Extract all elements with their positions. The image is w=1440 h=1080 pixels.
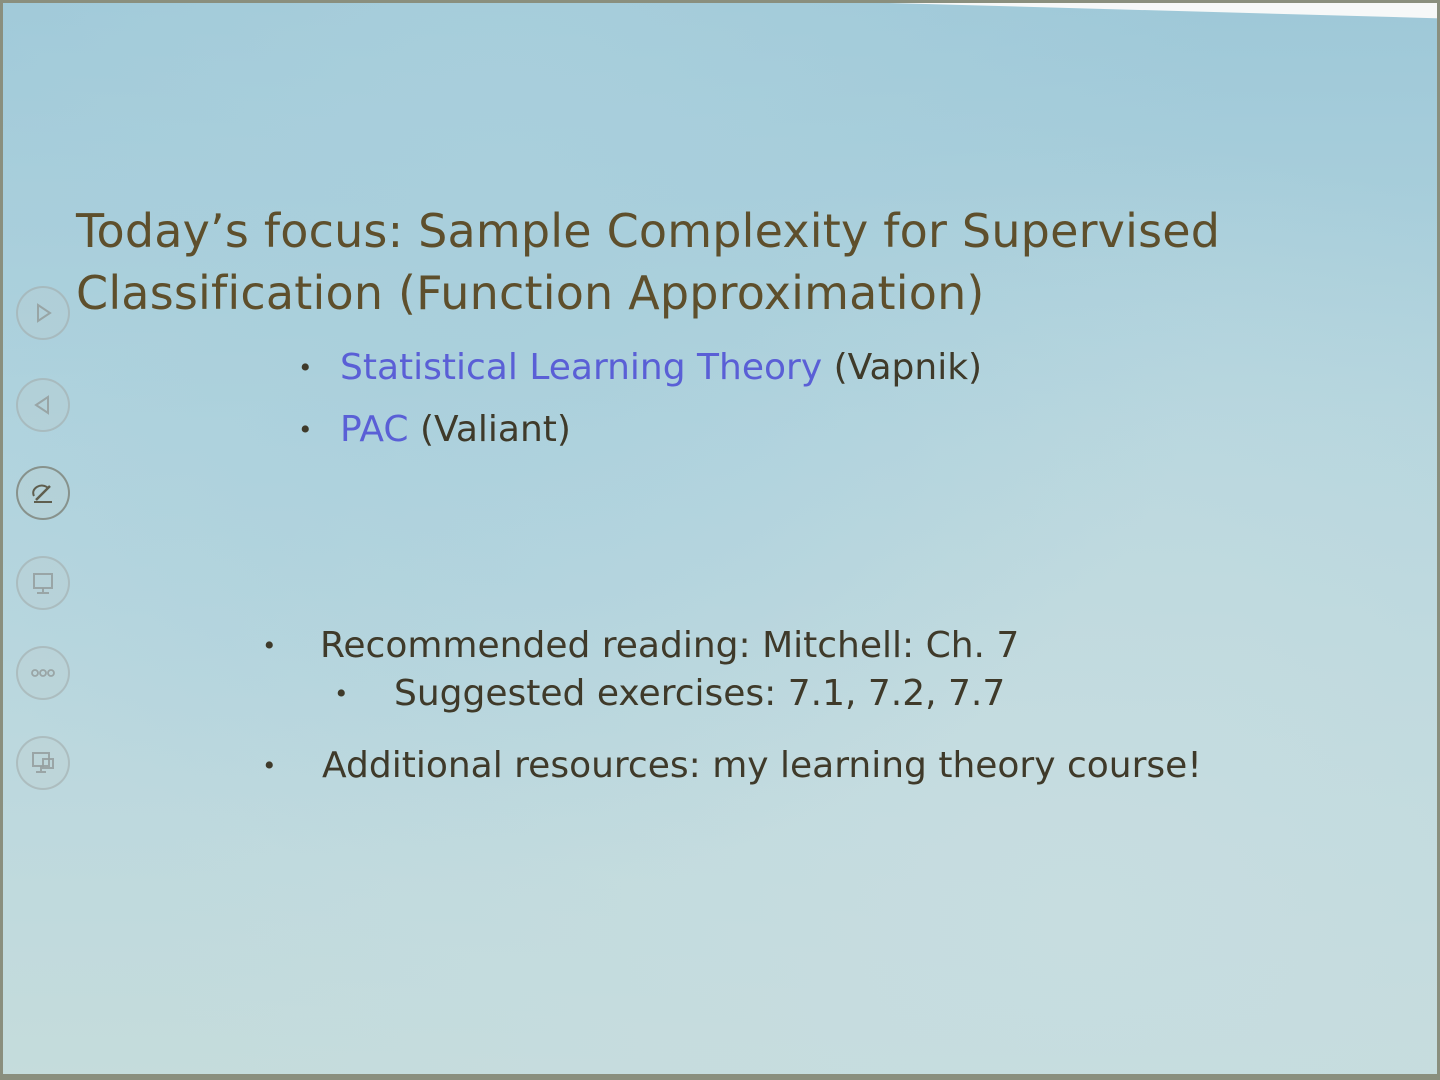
play-next-icon bbox=[37, 303, 52, 323]
slide-menu-button[interactable] bbox=[16, 556, 70, 610]
more-options-icon bbox=[31, 669, 55, 677]
slide-title-line-1: Today’s focus: Sample Complexity for Sup… bbox=[76, 204, 1221, 258]
more-options-button[interactable] bbox=[16, 646, 70, 700]
next-slide-button[interactable] bbox=[16, 286, 70, 340]
screen-icon bbox=[32, 752, 54, 773]
bullet-dot: • bbox=[300, 351, 311, 384]
suggested-exercises-bullet: Suggested exercises: 7.1, 7.2, 7.7 bbox=[394, 673, 1006, 714]
statistical-learning-theory-link[interactable]: Statistical Learning Theory bbox=[340, 347, 823, 388]
pac-link[interactable]: PAC bbox=[340, 409, 409, 450]
bullet-dot: • bbox=[264, 749, 275, 782]
slide-title-line-2: Classification (Function Approximation) bbox=[76, 266, 985, 320]
bullet-dot: • bbox=[336, 677, 347, 710]
pen-tool-button[interactable] bbox=[16, 466, 70, 520]
valiant-text: (Valiant) bbox=[408, 409, 571, 450]
additional-resources-bullet: Additional resources: my learning theory… bbox=[322, 745, 1202, 786]
screen-options-button[interactable] bbox=[16, 736, 70, 790]
slide-menu-icon bbox=[33, 573, 53, 594]
previous-slide-button[interactable] bbox=[16, 378, 70, 432]
play-previous-icon bbox=[34, 395, 49, 415]
pen-icon bbox=[32, 484, 52, 503]
bullet-dot: • bbox=[264, 629, 275, 662]
slide-title: Today’s focus: Sample Complexity for Sup… bbox=[76, 200, 1220, 324]
bullet-dot: • bbox=[300, 413, 311, 446]
vapnik-text: (Vapnik) bbox=[822, 347, 983, 388]
sub-bullet-pac: PAC (Valiant) bbox=[340, 406, 571, 454]
sub-bullet-statistical-learning: Statistical Learning Theory (Vapnik) bbox=[340, 344, 982, 392]
recommended-reading-bullet: Recommended reading: Mitchell: Ch. 7 bbox=[320, 625, 1020, 666]
